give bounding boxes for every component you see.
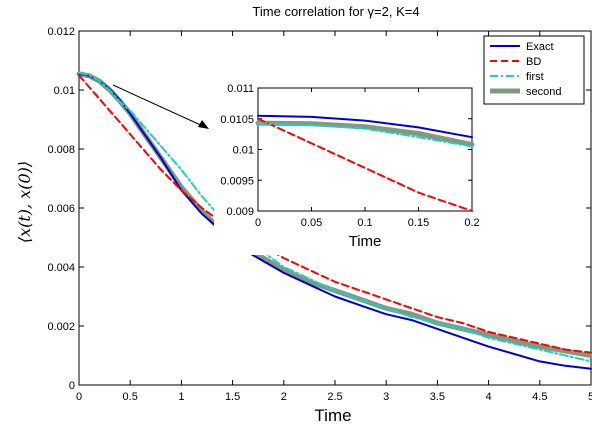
inset-series-line-exact [257, 114, 473, 139]
inset-plot: 0 0.05 0.1 0.15 0.2 0.009 0.0095 0.01 0.0105 0.01… [214, 76, 486, 255]
x-tick-label: 0 [76, 391, 82, 403]
inset-y-tick-label: 0.0095 [220, 175, 254, 187]
x-tick-label: 1 [178, 391, 184, 403]
y-tick-label: 0.002 [47, 321, 75, 333]
inset-y-tick-label: 0.009 [226, 206, 254, 218]
x-tick-label: 3.5 [430, 391, 445, 403]
zoom-arrow [112, 84, 209, 129]
y-axis-label: ⟨x(t), x(0)⟩ [15, 161, 34, 243]
x-tick-label: 2.5 [327, 391, 342, 403]
x-tick-label: 1.5 [225, 391, 240, 403]
inset-y-tick-label: 0.01 [233, 145, 254, 157]
y-tick-label: 0 [69, 380, 75, 392]
y-tick-label: 0.012 [47, 26, 75, 38]
x-tick-label: 0.5 [123, 391, 138, 403]
inset-x-tick-label: 0 [255, 217, 261, 229]
x-tick-label: 4.5 [532, 391, 547, 403]
y-tick-label: 0.006 [47, 203, 75, 215]
x-tick-label: 4 [486, 391, 492, 403]
y-tick-label: 0.004 [47, 262, 75, 274]
inset-x-axis-label: Time [349, 233, 382, 250]
inset-x-tick-label: 0.05 [301, 217, 322, 229]
y-tick-label: 0.01 [54, 85, 75, 97]
legend-label-exact: Exact [526, 41, 554, 53]
legend-label-bd: BD [526, 56, 541, 68]
x-tick-label: 5 [588, 391, 592, 403]
x-tick-label: 3 [383, 391, 389, 403]
inset-frame [257, 87, 473, 212]
inset-y-tick-label: 0.011 [227, 83, 254, 95]
legend-label-second: second [526, 86, 561, 98]
x-tick-label: 2 [281, 391, 287, 403]
inset-y-tick-label: 0.0105 [220, 114, 254, 126]
inset-series-line-bd [257, 117, 473, 212]
inset-x-tick-label: 0.2 [464, 217, 479, 229]
inset-series-line-first [257, 122, 473, 148]
legend-label-first: first [526, 71, 544, 83]
inset-x-tick-label: 0.1 [357, 217, 372, 229]
inset-x-tick-label: 0.15 [408, 217, 429, 229]
chart-title: Time correlation for γ=2, K=4 [252, 4, 419, 19]
legend: Exact BD first second [483, 35, 585, 105]
y-tick-label: 0.008 [47, 144, 75, 156]
series-line-first [78, 71, 592, 363]
x-axis-label: Time [314, 406, 351, 425]
